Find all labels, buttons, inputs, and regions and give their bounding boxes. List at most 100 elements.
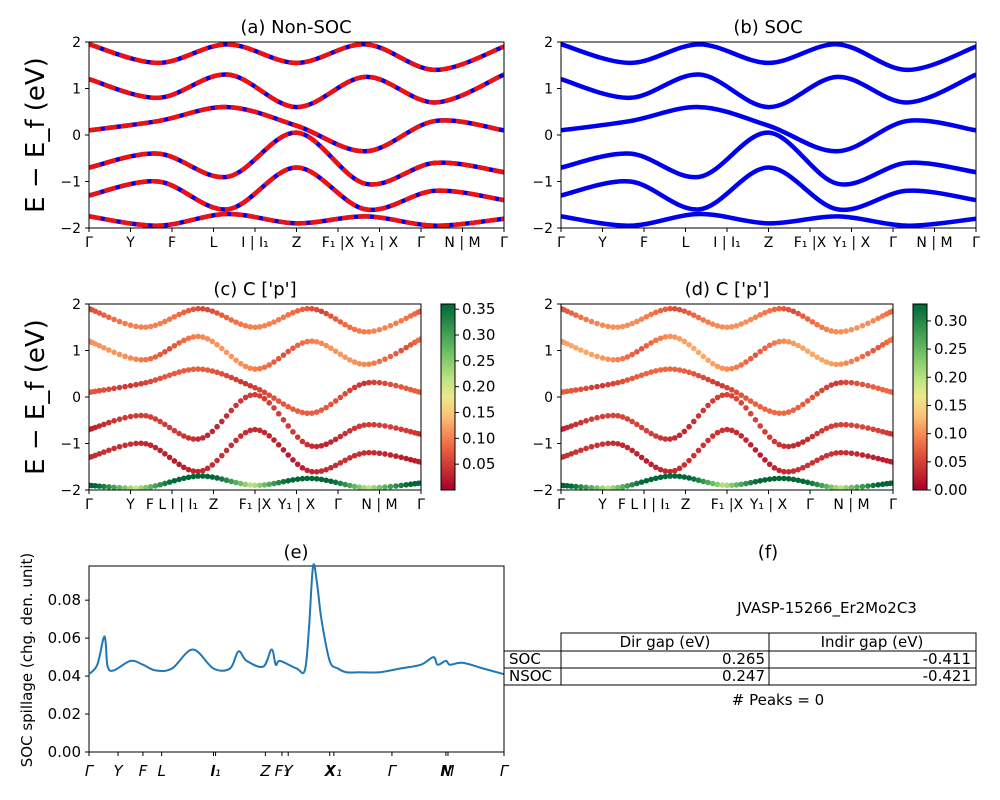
scatter-point [583,316,589,323]
scatter-point [568,451,575,457]
panel-a-ylabel: E − E_f (eV) [21,57,51,213]
scatter-point [138,356,144,363]
scatter-point [171,427,178,434]
scatter-point [610,324,616,330]
scatter-point [615,379,621,386]
scatter-point [309,410,315,416]
scatter-point [781,410,787,416]
scatter-point [743,395,749,401]
scatter-dots [89,305,421,490]
x-tick-label: Y [597,235,607,251]
scatter-point [133,412,139,419]
scatter-point [242,394,249,401]
scatter-point [290,429,296,435]
scatter-point [96,483,103,489]
x-tick-label: Y [284,762,295,780]
scatter-point [870,482,876,489]
colorbar-tick-label: 0.05 [934,453,967,471]
scatter-point [828,328,835,334]
scatter-point [122,320,128,327]
x-tick-label: X [324,762,336,780]
scatter-point [762,406,768,412]
scatter-point [662,334,669,340]
scatter-point [318,407,325,413]
scatter-point [116,443,123,450]
y-tick-label: −2 [60,483,81,499]
scatter-point [347,387,353,394]
scatter-point [638,346,645,352]
scatter-point [266,400,273,406]
scatter-point [403,427,409,434]
scatter-point [185,307,192,314]
scatter-point [387,353,394,360]
scatter-point [709,433,716,439]
scatter-point [733,322,740,329]
scatter-point [823,326,830,333]
scatter-point [261,482,268,488]
scatter-point [795,477,801,484]
scatter-point [752,352,759,358]
scatter-point [588,416,595,422]
scatter-point [819,482,825,489]
scatter-point [304,305,310,312]
scatter-point [214,310,220,316]
scatter-point [256,482,263,489]
scatter-point [854,356,860,362]
scatter-point [176,430,182,437]
scatter-point [804,348,811,354]
scatter-point [214,457,220,464]
scatter-point [804,316,811,322]
scatter-point [366,421,372,428]
x-tick-label: Y [597,497,607,513]
colorbar-tick-label: 0.05 [462,455,495,473]
x-tick-label: Y₁ | X [360,235,399,251]
scatter-point [356,423,363,430]
scatter-point [285,312,292,318]
scatter-point [209,428,216,435]
scatter-point [138,324,144,330]
scatter-point [371,484,377,490]
scatter-point [634,349,640,355]
scatter-point [859,483,866,490]
scatter-point [185,367,192,373]
scatter-point [323,404,329,411]
scatter-point [309,443,315,449]
scatter-point [624,444,631,451]
scatter-point [290,406,296,412]
scatter-point [629,481,635,488]
scatter-point [290,345,296,352]
scatter-point [152,377,159,383]
scatter-point [804,398,811,404]
scatter-point [337,319,344,325]
y-tick-label: 0.04 [48,667,81,685]
scatter-point [223,413,230,419]
scatter-point [747,398,754,404]
scatter-point [214,423,220,430]
scatter-point [418,459,421,465]
scatter-point [347,427,353,434]
scatter-point [127,441,134,447]
scatter-point [757,312,763,318]
scatter-point [785,443,792,450]
scatter-point [828,484,835,490]
scatter-point [681,462,688,468]
x-tick-label: Γ [557,497,565,513]
scatter-point [785,475,792,482]
scatter-point [204,336,211,342]
scatter-point [738,400,745,406]
scatter-point [313,306,320,313]
scatter-point [313,409,320,415]
scatter-point [309,468,315,475]
scatter-point [176,340,182,346]
colorbar [912,303,928,491]
scatter-point [223,349,230,356]
scatter-point [143,440,149,447]
scatter-point [387,381,394,388]
scatter-point [271,405,277,411]
scatter-point [337,480,344,487]
scatter-point [214,341,220,348]
scatter-point [843,328,849,334]
scatter-point [176,476,182,483]
scatter-point [166,479,173,485]
scatter-point [605,485,611,490]
